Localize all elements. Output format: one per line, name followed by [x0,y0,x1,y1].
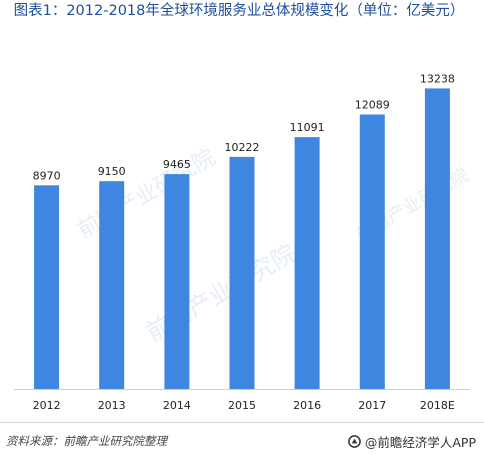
x-tick-label-2012: 2012 [33,399,61,412]
x-tick-label-2018E: 2018E [420,399,455,412]
value-label-layer: 8970 9150 9465 10222 11091 12089 13238 [33,72,455,182]
source-note: 资料来源：前瞻产业研究院整理 [6,434,167,448]
watermark-text: 前瞻产业研究院 [74,145,220,244]
bar-2013 [99,181,125,389]
value-label-2014: 9465 [163,158,191,171]
bar-2014 [164,174,190,389]
value-label-2018E: 13238 [420,72,455,85]
x-tick-label-2013: 2013 [98,399,126,412]
bar-series [34,88,450,390]
bar-2015 [229,156,255,389]
value-label-2015: 10222 [225,141,260,154]
chart-title: 图表1：2012-2018年全球环境服务业总体规模变化（单位：亿美元） [13,3,465,19]
bar-2016 [294,137,320,389]
x-tick-label-2014: 2014 [163,399,191,412]
footer-divider [0,422,484,423]
x-tick-label-2016: 2016 [293,399,321,412]
brand-text: @前瞻经济学人APP [364,435,476,450]
tick-label-layer: 2012 2013 2014 2015 2016 2017 2018E [33,399,455,412]
value-label-2013: 9150 [98,165,126,178]
bar-2012 [34,185,60,389]
x-tick-label-2015: 2015 [228,399,256,412]
bar-2018E [424,88,450,390]
value-label-2012: 8970 [33,169,61,182]
brand-credit: @前瞻经济学人APP [348,432,476,451]
brand-logo-icon [348,435,361,448]
value-label-2017: 12089 [355,99,390,112]
bar-2017 [359,114,385,389]
value-label-2016: 11091 [290,121,325,134]
x-tick-label-2017: 2017 [358,399,386,412]
